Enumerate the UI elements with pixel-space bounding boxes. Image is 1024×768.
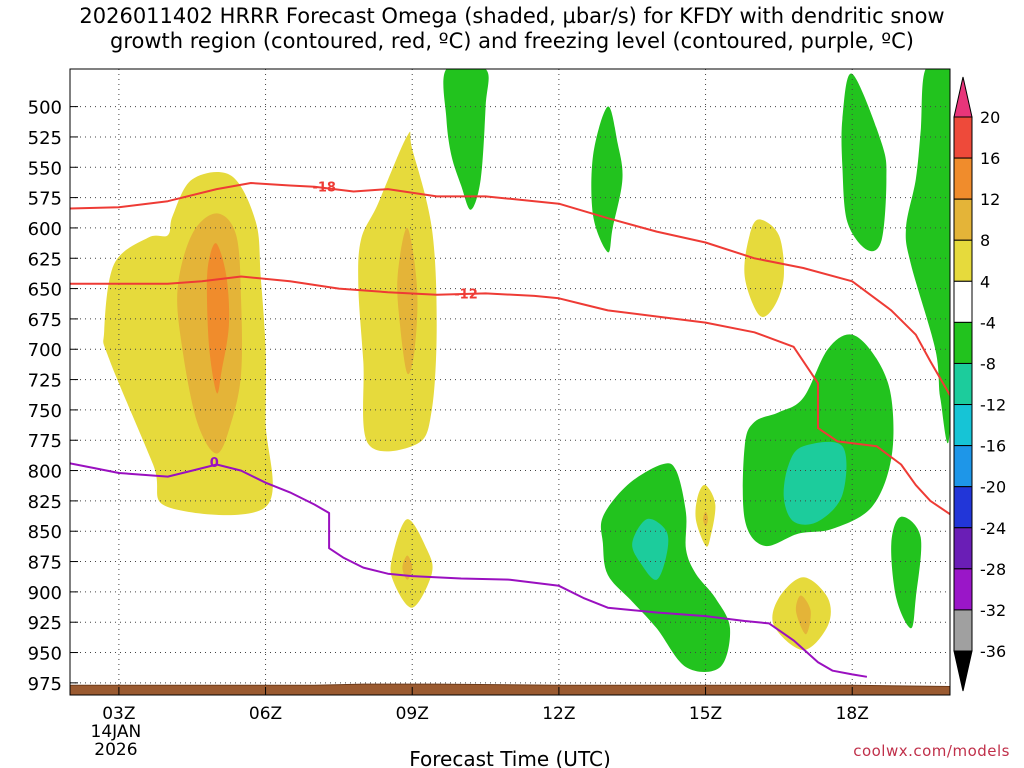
omega-shading [103,69,950,672]
gridlines [70,69,950,695]
contour-label-2: 0 [210,456,219,471]
contour-label-0: -18 [312,181,336,196]
y-tick-label-975: 975 [28,674,62,695]
colorbar-label-2: 12 [980,190,1000,209]
y-tick-label-900: 900 [28,583,62,604]
x-tick-label-09Z: 09Z [396,704,429,724]
y-tick-label-750: 750 [28,401,62,422]
colorbar-label-5: -4 [980,313,996,332]
colorbar-swatch-7 [953,362,973,406]
colorbar-swatch-13 [953,609,973,652]
y-tick-label-800: 800 [28,462,62,483]
y-tick-label-700: 700 [28,340,62,361]
y-tick-label-550: 550 [28,158,62,179]
omega-region-6 [402,555,413,580]
omega-region-17 [632,518,669,580]
y-axis: 500 525 550 575 600 625 650 675 700 725 750 775 800 8… [28,98,78,695]
colorbar-label-0: 20 [980,108,1000,127]
y-tick-label-725: 725 [28,371,62,392]
omega-region-12 [443,69,489,210]
y-tick-label-525: 525 [28,128,62,149]
x-axis-title: Forecast Time (UTC) [409,747,611,768]
plot-frame [69,68,951,696]
contour-line-0 [70,182,950,396]
colorbar-swatch-2 [953,157,973,200]
colorbar-label-1: 16 [980,149,1000,168]
contour-line-2 [70,462,868,678]
colorbar: 20 16 12 8 4 -4 -8 -12 -16 -20 -24 -28 -32 -36 [953,76,1006,692]
colorbar-swatch-12 [953,568,973,611]
omega-region-13 [591,106,623,253]
colorbar-swatch-10 [953,486,973,529]
omega-region-7 [744,219,784,317]
colorbar-swatch-9 [953,445,973,488]
colorbar-label-3: 8 [980,231,990,250]
y-tick-label-950: 950 [28,644,62,665]
colorbar-label-7: -12 [980,396,1006,415]
colorbar-swatch-8 [953,404,973,447]
omega-region-20 [891,516,922,629]
y-tick-label-850: 850 [28,522,62,543]
y-tick-label-775: 775 [28,431,62,452]
contour-lines: -18 -12 0 [70,181,950,678]
omega-region-15 [905,69,950,444]
omega-region-5 [390,519,433,608]
colorbar-swatch-4 [953,239,973,282]
surface-terrain [70,683,950,695]
omega-region-16 [600,463,731,672]
omega-region-14 [841,73,887,252]
surface-terrain-fill [70,683,950,695]
title-line-2: growth region (contoured, red, ºC) and f… [110,29,914,53]
chart-title: 2026011402 HRRR Forecast Omega (shaded, … [0,4,1024,54]
colorbar-label-10: -24 [980,519,1006,538]
colorbar-bottom-arrow [953,650,973,692]
colorbar-label-13: -36 [980,642,1006,661]
colorbar-label-8: -16 [980,437,1006,456]
colorbar-top-arrow [953,76,973,118]
y-tick-label-600: 600 [28,219,62,240]
y-tick-label-675: 675 [28,310,62,331]
y-tick-label-650: 650 [28,280,62,301]
y-tick-label-825: 825 [28,492,62,513]
omega-region-19 [783,441,847,525]
colorbar-swatch-3 [953,198,973,241]
colorbar-label-12: -32 [980,601,1006,620]
y-tick-label-500: 500 [28,98,62,119]
contour-line-1 [70,275,950,516]
x-tick-sublabel-0: 14JAN [91,722,142,742]
credit-link[interactable]: coolwx.com/models [853,742,1010,760]
omega-region-18 [742,334,894,547]
colorbar-swatch-6 [953,321,973,364]
colorbar-swatch-1 [953,116,973,159]
colorbar-swatch-5 [953,280,973,323]
colorbar-label-9: -20 [980,478,1006,497]
y-tick-label-575: 575 [28,189,62,210]
x-tick-label-15Z: 15Z [689,704,722,724]
title-line-1: 2026011402 HRRR Forecast Omega (shaded, … [79,4,945,28]
x-tick-label-12Z: 12Z [542,704,575,724]
x-tick-label-18Z: 18Z [836,704,869,724]
x-tick-label-03Z: 03Z [102,704,135,724]
colorbar-label-6: -8 [980,354,996,373]
colorbar-swatch-11 [953,527,973,570]
y-tick-label-625: 625 [28,249,62,270]
x-tick-label-06Z: 06Z [249,704,282,724]
omega-region-11 [795,595,811,635]
contour-label-1: -12 [454,287,478,302]
colorbar-label-11: -28 [980,560,1006,579]
colorbar-label-4: 4 [980,272,990,291]
x-tick-sublabel-1: 2026 [94,740,137,760]
y-tick-label-875: 875 [28,553,62,574]
y-tick-label-925: 925 [28,613,62,634]
